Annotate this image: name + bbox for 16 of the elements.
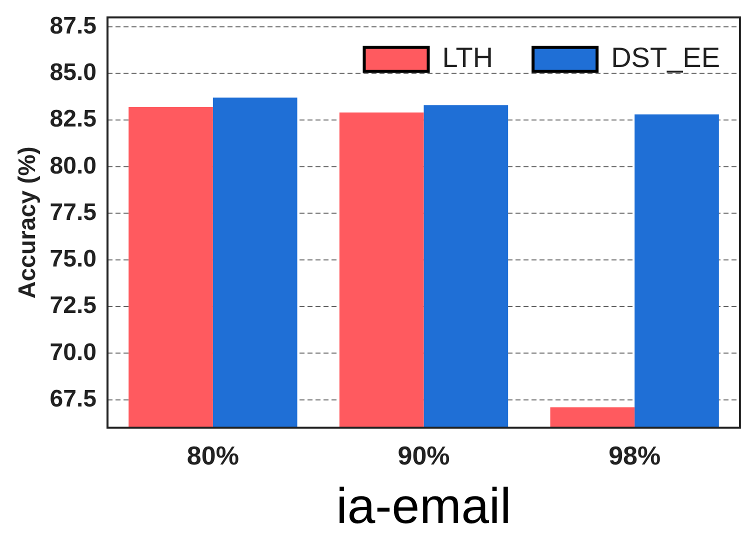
x-tick-label: 80% [186,440,239,471]
x-tick-label: 98% [608,440,661,471]
y-tick-label: 85.0 [50,58,97,86]
y-tick-label: 87.5 [50,12,97,40]
legend-label: LTH [442,42,494,74]
x-tick-label: 90% [398,440,450,471]
y-tick-label: 80.0 [50,152,97,180]
y-tick-label: 70.0 [50,338,97,366]
y-tick-label: 82.5 [50,106,97,133]
legend-label: DST_EE [611,42,720,74]
y-tick-label: 72.5 [50,292,97,320]
y-tick-label: 75.0 [50,246,97,273]
x-axis-title: ia-email [336,478,512,534]
y-axis-title: Accuracy (%) [14,146,42,299]
y-tick-label: 67.5 [50,385,97,412]
y-tick-label: 77.5 [50,198,97,226]
